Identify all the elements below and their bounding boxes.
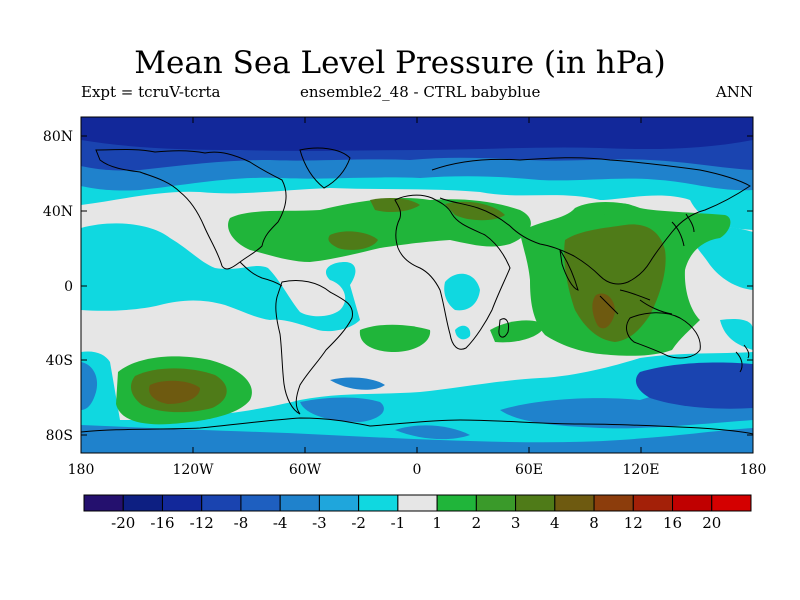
colorbar-label: -16 xyxy=(150,514,174,532)
lat-label-0: 0 xyxy=(64,279,73,295)
colorbar-label: -2 xyxy=(351,514,366,532)
central-america-coast xyxy=(239,261,283,287)
north-america-coast xyxy=(95,149,287,270)
south-atlantic-blue xyxy=(300,397,384,422)
colorbar-label: -1 xyxy=(391,514,406,532)
lon-label-180e: 180 xyxy=(740,462,767,478)
lat-label-80n: 80N xyxy=(43,129,73,145)
southwest-lightblue xyxy=(330,377,385,390)
colorbar-swatch xyxy=(593,494,634,512)
lat-label-40n: 40N xyxy=(43,204,73,220)
colorbar-label: -8 xyxy=(234,514,249,532)
colorbar-swatch xyxy=(240,494,281,512)
south-pacific-darkblue xyxy=(635,362,753,409)
southeast-asia-islands xyxy=(599,289,673,315)
atlantic-cyan-patch xyxy=(444,273,480,311)
colorbar-swatch xyxy=(358,494,399,512)
colorbar-label: 20 xyxy=(702,514,721,532)
pressure-field xyxy=(81,117,753,453)
eurasia-coast xyxy=(431,157,751,285)
colorbar-swatch xyxy=(632,494,674,512)
colorbar-label: 8 xyxy=(589,514,599,532)
north-atlantic-olive xyxy=(328,231,378,250)
colorbar-swatch xyxy=(475,494,517,512)
east-asia-green xyxy=(600,203,640,220)
lat-label-40s: 40S xyxy=(46,353,73,369)
indian-cyan-patch xyxy=(455,325,471,340)
east-pacific-cyan-right xyxy=(720,319,753,350)
colorbar-label: 4 xyxy=(550,514,560,532)
lon-label-60w: 60W xyxy=(289,462,322,478)
south-america-coast xyxy=(275,279,354,415)
coastlines xyxy=(81,147,753,435)
colorbar-swatch xyxy=(554,494,595,512)
greenland-coast xyxy=(299,147,351,189)
lat-label-80s: 80S xyxy=(46,428,73,444)
colorbar-label: -12 xyxy=(190,514,214,532)
colorbar-label: 12 xyxy=(624,514,643,532)
colorbar-swatch xyxy=(711,494,752,512)
colorbar-swatch xyxy=(122,494,163,512)
south-pacific-lightblue xyxy=(395,425,470,440)
colorbar-swatch xyxy=(279,494,320,512)
colorbar: -20 -16 -12 -8 -4 -3 -2 -1 1 2 3 4 8 12 16 20 xyxy=(83,494,752,532)
colorbar-label: 3 xyxy=(511,514,521,532)
colorbar-label: -3 xyxy=(312,514,327,532)
colorbar-label: 2 xyxy=(472,514,482,532)
north-navy-band xyxy=(81,117,753,151)
lon-label-180w: 180 xyxy=(68,462,95,478)
antarctic-lightblue-band xyxy=(81,425,753,453)
south-lightblue-band xyxy=(81,362,98,410)
map-title: Mean Sea Level Pressure (in hPa) xyxy=(134,45,666,81)
lon-label-120e: 120E xyxy=(623,462,660,478)
experiment-label: Expt = tcruV-tcrta xyxy=(81,83,221,101)
lon-ticks xyxy=(192,117,642,453)
india-coast xyxy=(559,249,579,291)
europe-olive xyxy=(370,197,420,213)
colorbar-swatch xyxy=(436,494,477,512)
australia-coast xyxy=(626,312,701,359)
south-indian-blue xyxy=(500,368,753,429)
colorbar-label: 16 xyxy=(663,514,682,532)
antarctica-coast xyxy=(81,417,753,435)
south-atlantic-green xyxy=(359,324,431,352)
lat-ticks xyxy=(81,135,753,436)
lon-label-120w: 120W xyxy=(172,462,214,478)
new-zealand-coast xyxy=(735,344,750,373)
asia-olive xyxy=(564,224,666,342)
lon-label-60e: 60E xyxy=(515,462,543,478)
colorbar-swatch xyxy=(201,494,242,512)
central-asia-olive xyxy=(445,201,505,221)
asia-brown xyxy=(592,293,615,329)
madagascar-coast xyxy=(498,318,509,338)
colorbar-swatch xyxy=(161,494,203,512)
colorbar-swatch xyxy=(515,494,556,512)
colorbar-label: 1 xyxy=(432,514,442,532)
japan-coast xyxy=(671,213,695,247)
colorbar-label: -4 xyxy=(273,514,288,532)
colorbar-swatch xyxy=(397,494,438,512)
colorbar-swatch xyxy=(672,494,713,512)
colorbar-swatch xyxy=(83,494,124,512)
south-pacific-brown xyxy=(149,380,200,404)
europe-africa-coast xyxy=(394,194,511,350)
season-label: ANN xyxy=(715,83,753,101)
colorbar-swatch xyxy=(318,494,360,512)
lon-label-0: 0 xyxy=(413,462,422,478)
ensemble-label: ensemble2_48 - CTRL babyblue xyxy=(300,83,541,101)
colorbar-label: -20 xyxy=(111,514,135,532)
south-cyan-band xyxy=(81,351,753,453)
pacific-cyan-region xyxy=(81,223,360,332)
